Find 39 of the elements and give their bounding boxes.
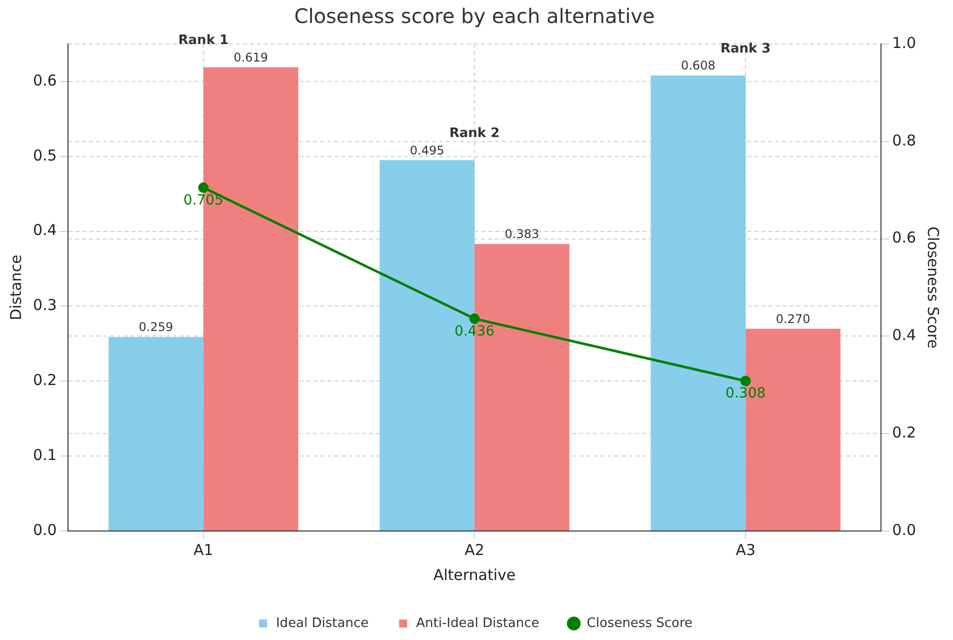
annotation: Rank 2 bbox=[449, 126, 500, 142]
legend-label: Anti-Ideal Distance bbox=[416, 616, 540, 631]
chart-title: Closeness score by each alternative bbox=[294, 4, 655, 28]
data-label: 0.436 bbox=[454, 323, 495, 340]
y-tick-label: 0.6 bbox=[32, 71, 57, 90]
point bbox=[198, 182, 209, 193]
data-label: 0.608 bbox=[680, 58, 716, 73]
data-label: 0.270 bbox=[776, 312, 810, 326]
legend-label: Ideal Distance bbox=[276, 616, 369, 631]
bar bbox=[108, 336, 204, 530]
x-tick-label: A1 bbox=[193, 540, 214, 559]
y2-tick-label: 0.6 bbox=[892, 228, 916, 247]
x-axis-title: Alternative bbox=[433, 566, 516, 584]
y2-tick-label: 0.0 bbox=[892, 520, 916, 539]
y2-axis-title: Closeness Score bbox=[924, 226, 942, 349]
y-tick-label: 0.3 bbox=[32, 296, 57, 314]
data-label: 0.495 bbox=[410, 143, 444, 158]
y2-tick-label: 1.0 bbox=[892, 34, 916, 52]
y-tick-label: 0.0 bbox=[32, 520, 57, 539]
legend-label: Closeness Score bbox=[586, 616, 693, 631]
y2-tick-label: 0.8 bbox=[892, 131, 916, 150]
x-tick-label: A2 bbox=[464, 540, 484, 559]
data-label: 0.259 bbox=[138, 320, 174, 334]
point bbox=[740, 376, 751, 386]
y-tick-label: 0.2 bbox=[32, 371, 57, 390]
data-label: 0.705 bbox=[183, 192, 224, 208]
y-tick-label: 0.4 bbox=[32, 221, 57, 240]
data-label: 0.383 bbox=[504, 227, 540, 242]
y-axis-title: Distance bbox=[6, 254, 25, 320]
annotation: Rank 3 bbox=[720, 41, 771, 56]
point bbox=[469, 313, 480, 324]
x-tick-label: A3 bbox=[736, 540, 756, 559]
y2-tick-label: 0.4 bbox=[892, 326, 916, 344]
y2-tick-label: 0.2 bbox=[892, 423, 916, 442]
data-label: 0.619 bbox=[234, 50, 268, 64]
y-tick-label: 0.5 bbox=[32, 146, 57, 164]
y-tick-label: 0.1 bbox=[32, 446, 57, 464]
data-label: 0.308 bbox=[726, 386, 766, 402]
annotation: Rank 1 bbox=[178, 33, 229, 48]
